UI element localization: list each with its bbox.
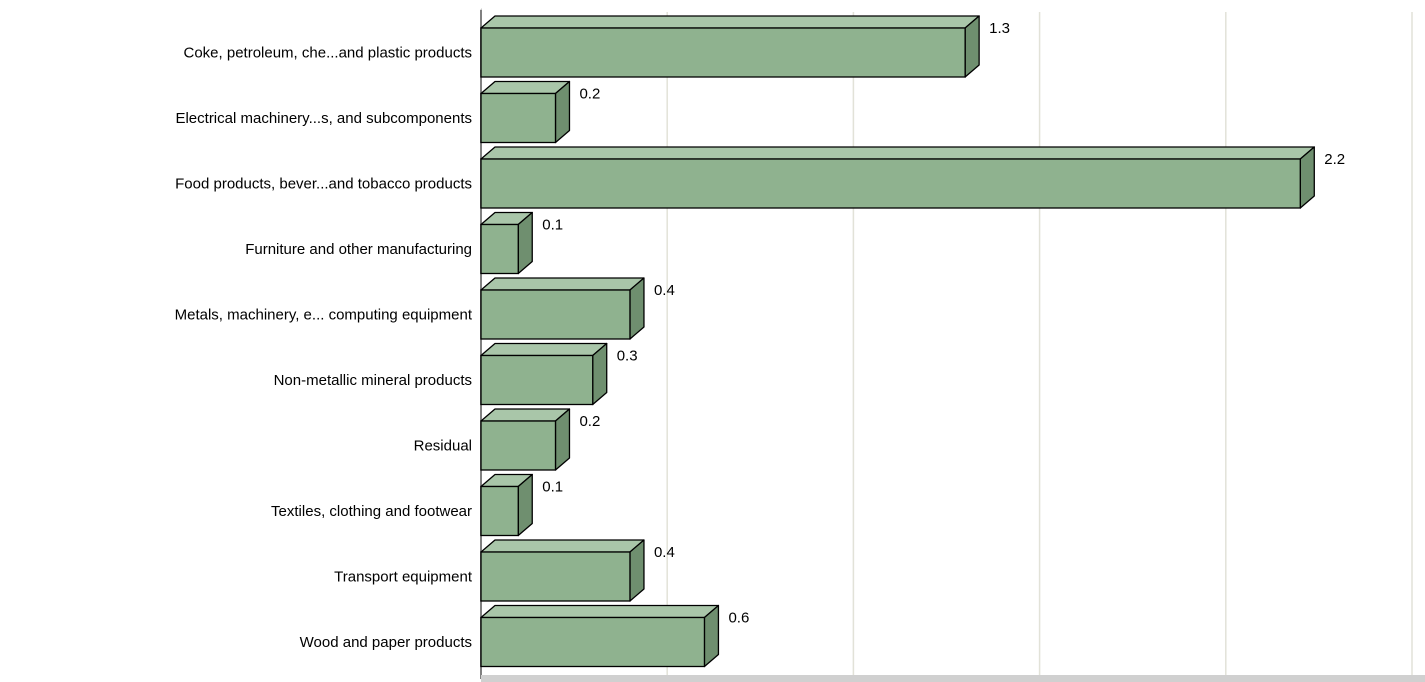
value-label: 0.4: [654, 282, 675, 299]
bar-front-face: [480, 27, 966, 78]
bar: [480, 539, 645, 602]
value-label: 0.4: [654, 544, 675, 561]
bar-top-face: [480, 342, 608, 357]
bar: [480, 473, 533, 537]
category-label: Wood and paper products: [300, 634, 472, 651]
category-label: Transport equipment: [334, 569, 473, 586]
value-label: 0.1: [542, 217, 563, 234]
category-labels: Coke, petroleum, che...and plastic produ…: [175, 45, 473, 652]
bar-front-face: [480, 485, 519, 537]
value-label: 0.2: [579, 413, 600, 430]
bar: [480, 342, 608, 406]
bar-top-face: [480, 146, 1315, 160]
category-label: Coke, petroleum, che...and plastic produ…: [184, 45, 473, 62]
bar-top-face: [480, 277, 645, 291]
category-label: Non-metallic mineral products: [274, 372, 472, 389]
bar-top-face: [480, 15, 980, 29]
bar-front-face: [480, 420, 557, 471]
bar-front-face: [480, 354, 594, 406]
bar: [480, 211, 533, 275]
value-label: 1.3: [989, 20, 1010, 37]
grid-lines: [666, 12, 1413, 675]
category-label: Food products, bever...and tobacco produ…: [175, 176, 472, 193]
value-label: 0.2: [579, 86, 600, 103]
bar-top-face: [480, 408, 571, 422]
bar-front-face: [480, 616, 706, 668]
bar-front-face: [480, 92, 557, 144]
bar-front-face: [480, 551, 631, 602]
bar: [480, 80, 571, 144]
bar: [480, 146, 1315, 209]
bar: [480, 277, 645, 340]
bar: [480, 408, 571, 471]
category-label: Furniture and other manufacturing: [245, 241, 472, 258]
value-label: 0.6: [728, 610, 749, 627]
value-labels: 1.3 0.2 2.2 0.1 0.4 0.3 0.2 0.1 0.4 0.6: [542, 20, 1345, 627]
floor: [481, 675, 1425, 682]
bar-top-face: [480, 539, 645, 553]
bar-front-face: [480, 289, 631, 340]
category-label: Textiles, clothing and footwear: [271, 503, 472, 520]
value-label: 0.3: [617, 348, 638, 365]
bar-front-face: [480, 158, 1301, 209]
category-label: Metals, machinery, e... computing equipm…: [175, 307, 473, 324]
bar: [480, 604, 720, 668]
bar-top-face: [480, 604, 720, 619]
bar: [480, 15, 980, 78]
value-label: 0.1: [542, 479, 563, 496]
category-label: Electrical machinery...s, and subcompone…: [175, 110, 472, 127]
value-label: 2.2: [1324, 151, 1345, 168]
bar-front-face: [480, 223, 519, 275]
bars: [480, 15, 1315, 668]
bar-top-face: [480, 80, 571, 95]
category-label: Residual: [414, 438, 472, 455]
